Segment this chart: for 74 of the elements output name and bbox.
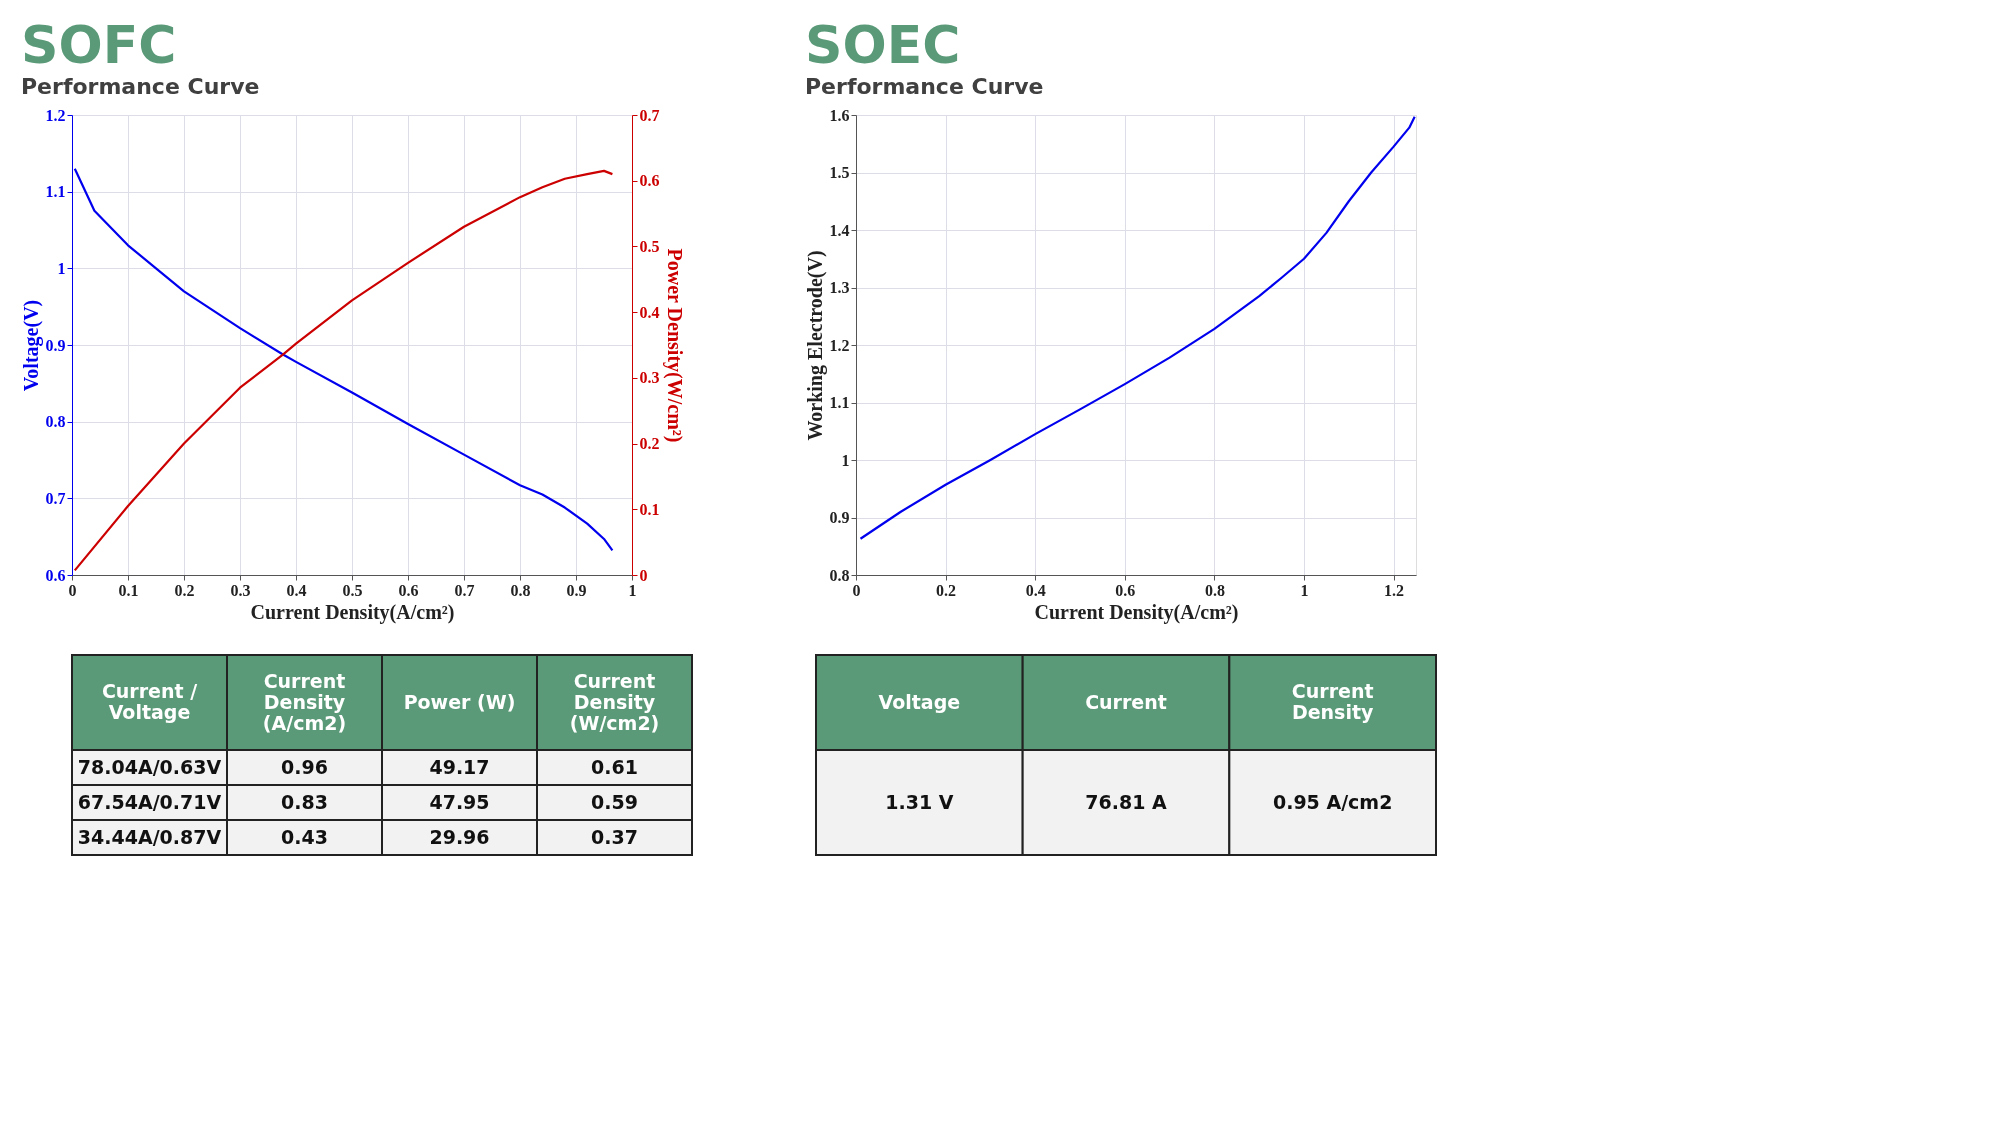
text: 0.83 — [281, 790, 328, 813]
x-tick-label: 0.3 — [230, 581, 251, 599]
y2-tick-label: 0.3 — [639, 369, 660, 387]
category-label: Current — [1085, 690, 1167, 713]
y2-tick-label: 0.4 — [639, 303, 660, 321]
x-axis-title: Current Density(A/cm²) — [250, 600, 455, 624]
text: 0.95 A/cm2 — [1272, 790, 1393, 813]
y-tick-label: 0.8 — [829, 566, 850, 584]
x-tick-label: 0.6 — [1115, 581, 1136, 599]
chart-subtitle: Performance Curve — [805, 74, 1044, 99]
category-label: Current Density (A/cm2) — [262, 669, 347, 734]
y-tick-label: 0.6 — [45, 566, 66, 584]
chart-title: SOEC — [805, 15, 961, 75]
x-axis-title: Current Density(A/cm²) — [1034, 600, 1239, 624]
y-tick-label: 0.7 — [45, 489, 66, 507]
y2-tick-label: 0.5 — [639, 237, 660, 255]
text: 0.59 — [591, 790, 638, 813]
y-tick-label: 1 — [841, 451, 850, 469]
x-tick-label: 0.2 — [936, 581, 957, 599]
y-tick-label: 0.9 — [829, 509, 850, 526]
category-label: Current / Voltage — [101, 680, 198, 723]
y-axis-title: Voltage(V) — [19, 299, 43, 392]
text: 0.43 — [281, 825, 328, 848]
y-tick-label: 1 — [57, 259, 66, 277]
text: 76.81 A — [1085, 790, 1167, 813]
y-tick-label: 1.6 — [829, 106, 850, 124]
x-tick-label: 1.2 — [1384, 581, 1405, 599]
text: 0.61 — [591, 755, 638, 778]
x-tick-label: 0 — [852, 581, 861, 599]
x-tick-label: 0 — [68, 581, 77, 599]
x-tick-label: 1 — [1300, 581, 1309, 599]
x-tick-label: 0.8 — [1204, 581, 1225, 599]
x-tick-label: 0.2 — [174, 581, 195, 599]
text: 49.17 — [429, 755, 490, 778]
y-tick-label: 1.3 — [829, 279, 850, 296]
x-tick-label: 0.8 — [510, 581, 531, 599]
chart-subtitle: Performance Curve — [21, 74, 260, 99]
y-tick-label: 1.4 — [829, 221, 850, 239]
y-tick-label: 1.1 — [45, 183, 66, 201]
y-axis-title: Working Electrode(V) — [803, 250, 827, 441]
x-tick-label: 1 — [628, 581, 637, 599]
x-tick-label: 0.7 — [454, 581, 475, 599]
text: 67.54A/0.71V — [77, 790, 222, 813]
y-tick-label: 1.2 — [829, 336, 850, 354]
y-tick-label: 0.9 — [45, 336, 66, 354]
y-tick-label: 0.8 — [45, 413, 66, 431]
x-tick-label: 0.1 — [118, 581, 139, 599]
category-label: Current Density (W/cm2) — [569, 669, 660, 734]
category-label: Voltage — [878, 690, 961, 713]
x-tick-label: 0.4 — [1025, 581, 1046, 599]
y2-tick-label: 0.6 — [639, 172, 660, 190]
x-tick-label: 0.6 — [398, 581, 419, 599]
text: 34.44A/0.87V — [77, 825, 222, 848]
text: 1.31 V — [885, 790, 954, 813]
text: 0.96 — [281, 755, 328, 778]
text: 0.37 — [591, 825, 638, 848]
y-tick-label: 1.1 — [829, 394, 850, 411]
y2-tick-label: 0.2 — [639, 435, 660, 453]
y2-tick-label: 0.1 — [639, 500, 660, 518]
category-label: Current Density — [1291, 680, 1375, 723]
chart-title: SOFC — [21, 15, 177, 75]
y-tick-label: 1.5 — [829, 164, 850, 181]
x-tick-label: 0.9 — [566, 581, 587, 599]
y2-axis-title: Power Density(W/cm²) — [662, 248, 686, 443]
x-tick-label: 0.4 — [286, 581, 307, 599]
y-tick-label: 1.2 — [45, 106, 66, 124]
text: 78.04A/0.63V — [77, 755, 222, 778]
category-label: Power (W) — [403, 690, 516, 713]
text: 29.96 — [429, 825, 490, 848]
text: 47.95 — [429, 790, 490, 813]
x-tick-label: 0.5 — [342, 581, 363, 599]
y2-tick-label: 0 — [639, 566, 648, 584]
y2-tick-label: 0.7 — [639, 106, 660, 124]
line-series — [859, 115, 1416, 540]
